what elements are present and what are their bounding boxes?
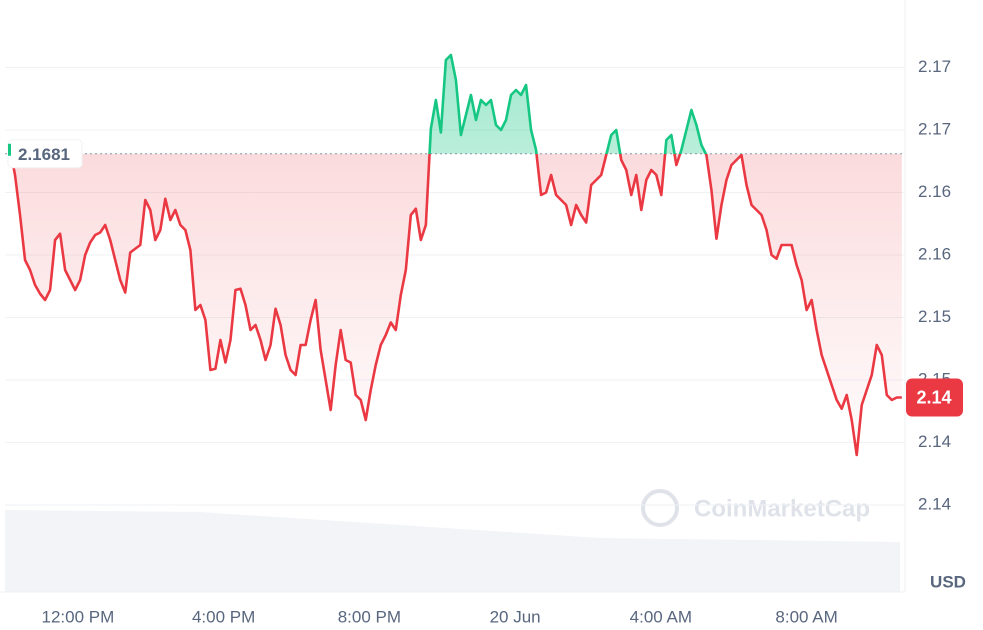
currency-label: USD — [930, 572, 966, 591]
price-line — [8, 53, 902, 457]
x-tick-label: 8:00 AM — [775, 607, 837, 626]
watermark-logo — [641, 489, 679, 527]
x-tick-label: 4:00 AM — [630, 607, 692, 626]
y-tick-label: 2.14 — [918, 494, 951, 513]
current-price-bg — [906, 378, 963, 417]
baseline-label: 2.1681 — [18, 145, 70, 164]
volume-band — [5, 510, 900, 592]
y-tick-label: 2.15 — [918, 307, 951, 326]
y-tick-label: 2.17 — [918, 57, 951, 76]
baseline-label-flag — [8, 143, 11, 156]
y-tick-label: 2.14 — [918, 432, 951, 451]
watermark-text: CoinMarketCap — [694, 495, 870, 522]
y-tick-label: 2.16 — [918, 244, 951, 263]
x-tick-label: 8:00 PM — [338, 607, 401, 626]
watermark: CoinMarketCap — [641, 489, 870, 527]
x-tick-label: 20 Jun — [490, 607, 541, 626]
current-price-label: 2.14 — [916, 387, 951, 407]
x-tick-label: 12:00 PM — [41, 607, 114, 626]
y-tick-label: 2.17 — [918, 119, 951, 138]
x-tick-label: 4:00 PM — [192, 607, 255, 626]
y-tick-label: 2.16 — [918, 182, 951, 201]
